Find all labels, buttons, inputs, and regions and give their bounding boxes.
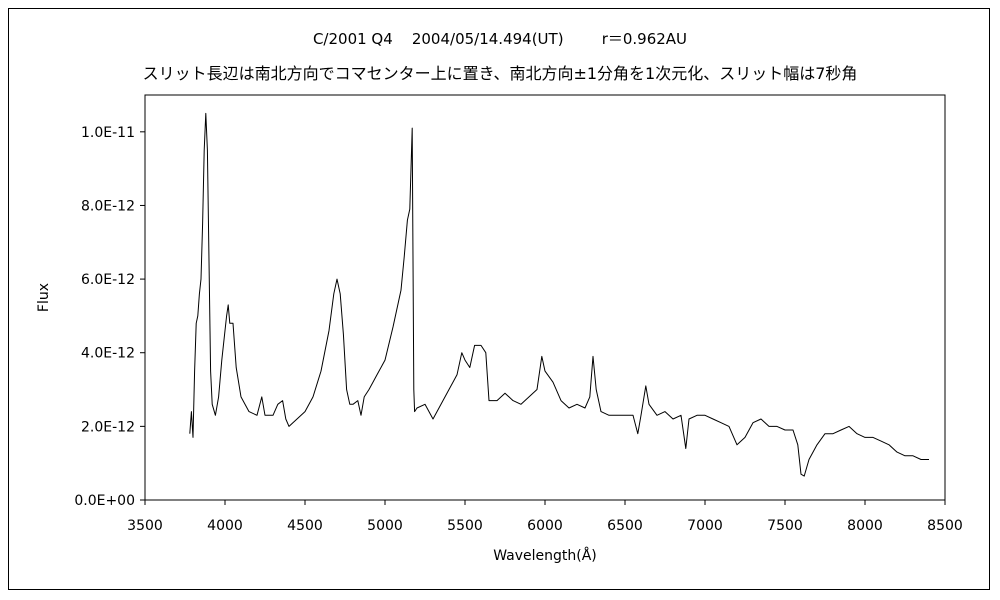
x-tick-label: 8500 <box>927 518 963 534</box>
y-tick-label: 6.0E-12 <box>81 272 135 288</box>
plot-area <box>144 94 946 501</box>
chart-title: C/2001 Q4 2004/05/14.494(UT) r＝0.962AU <box>312 30 688 48</box>
y-axis-ticks: 0.0E+00 2.0E-12 4.0E-12 6.0E-12 8.0E-12 1.0E-… <box>74 125 145 509</box>
y-tick-label: 1.0E-11 <box>81 125 135 141</box>
x-axis-ticks: 3500 4000 4500 5000 5500 6000 6500 7000 7500 8000… <box>127 500 963 534</box>
x-tick-label: 4000 <box>207 518 243 534</box>
y-tick-label: 8.0E-12 <box>81 198 135 214</box>
y-tick-label: 0.0E+00 <box>74 493 135 509</box>
x-tick-label: 8000 <box>847 518 883 534</box>
series-layer <box>189 112 929 477</box>
x-tick-label: 6000 <box>527 518 563 534</box>
x-tick-label: 3500 <box>127 518 163 534</box>
y-tick-label: 2.0E-12 <box>81 419 135 435</box>
series-line-0 <box>189 112 929 477</box>
x-tick-label: 7500 <box>767 518 803 534</box>
x-axis-label: Wavelength(Å) <box>493 547 597 564</box>
y-tick-label: 4.0E-12 <box>81 346 135 362</box>
x-tick-label: 6500 <box>607 518 643 534</box>
y-axis-label: Flux <box>36 283 52 312</box>
x-tick-label: 5000 <box>367 518 403 534</box>
chart-subtitle: スリット長辺は南北方向でコマセンター上に置き、南北方向±1分角を1次元化、スリッ… <box>142 64 858 83</box>
x-tick-label: 7000 <box>687 518 723 534</box>
x-tick-label: 5500 <box>447 518 483 534</box>
x-tick-label: 4500 <box>287 518 323 534</box>
